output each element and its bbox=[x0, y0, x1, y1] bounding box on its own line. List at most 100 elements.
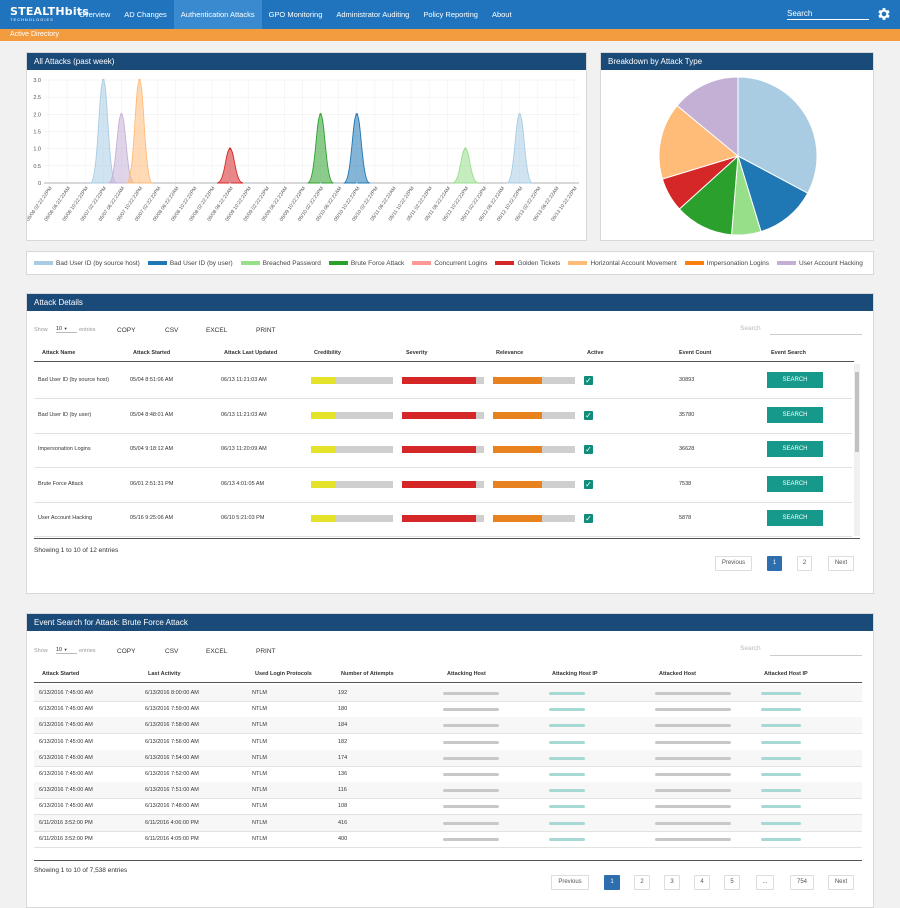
pagination-button[interactable]: Next bbox=[828, 875, 854, 890]
active-checkbox[interactable]: ✓ bbox=[584, 410, 593, 420]
redacted-value bbox=[549, 789, 585, 793]
pie-slice bbox=[678, 154, 739, 236]
scrollbar-thumb[interactable] bbox=[855, 372, 859, 452]
column-header[interactable]: Credibility bbox=[314, 350, 341, 356]
pagination-button[interactable]: 754 bbox=[790, 875, 814, 890]
baseline-point bbox=[283, 182, 286, 184]
nav-item-overview[interactable]: Overview bbox=[79, 10, 111, 19]
nav-item-about[interactable]: About bbox=[491, 10, 512, 19]
nav-item-gpo-monitoring[interactable]: GPO Monitoring bbox=[268, 10, 323, 19]
pagination-button[interactable]: Next bbox=[828, 556, 854, 571]
row-divider bbox=[34, 467, 852, 469]
table-cell: 06/13 11:21:03 AM bbox=[221, 411, 267, 418]
event-search-input[interactable] bbox=[770, 655, 862, 656]
chevron-down-icon: ▼ bbox=[63, 326, 68, 331]
attack-details-title: Attack Details bbox=[27, 294, 873, 311]
column-header[interactable]: Event Count bbox=[679, 350, 712, 356]
scrollbar-track[interactable] bbox=[854, 364, 860, 536]
column-header[interactable]: Active bbox=[587, 350, 604, 356]
legend-swatch bbox=[776, 261, 796, 265]
active-checkbox[interactable]: ✓ bbox=[584, 445, 593, 455]
column-header[interactable]: Attacked Host bbox=[659, 671, 696, 677]
event-search-button[interactable]: SEARCH bbox=[767, 372, 823, 388]
print-button[interactable]: PRINT bbox=[256, 327, 276, 334]
breadcrumb-bar: Active Directory bbox=[0, 29, 900, 41]
column-header[interactable]: Relevance bbox=[496, 350, 524, 356]
search-input[interactable]: Search bbox=[787, 8, 869, 20]
pagination-button[interactable]: 5 bbox=[724, 875, 740, 890]
nav-item-authentication-attacks[interactable]: Authentication Attacks bbox=[173, 0, 262, 29]
event-search-button[interactable]: SEARCH bbox=[767, 441, 823, 458]
pagination-button[interactable]: 2 bbox=[797, 556, 812, 571]
redacted-value bbox=[761, 773, 801, 776]
gear-icon[interactable] bbox=[876, 6, 892, 22]
legend-item[interactable]: Golden Tickets bbox=[495, 260, 560, 267]
column-header[interactable]: Attack Started bbox=[42, 671, 80, 677]
legend-item[interactable]: Horizontal Account Movement bbox=[568, 260, 677, 267]
column-header[interactable]: Attack Name bbox=[42, 350, 76, 356]
active-checkbox[interactable]: ✓ bbox=[584, 479, 593, 489]
baseline-point bbox=[392, 182, 394, 184]
csv-button[interactable]: CSV bbox=[165, 648, 179, 655]
y-tick-label: 1.5 bbox=[33, 130, 41, 136]
top-nav: STEALTHbits TECHNOLOGIES Overview AD Chan… bbox=[0, 0, 900, 29]
baseline-point bbox=[355, 182, 358, 184]
pagination-button[interactable]: 1 bbox=[767, 556, 782, 571]
column-header[interactable]: Number of Attempts bbox=[341, 671, 394, 677]
column-header[interactable]: Attacking Host IP bbox=[552, 671, 598, 677]
column-header[interactable]: Attacking Host bbox=[447, 671, 486, 677]
print-button[interactable]: PRINT bbox=[256, 648, 276, 655]
table-cell: 6/13/2016 7:45:00 AM bbox=[39, 722, 93, 729]
nav-item-administrator-auditing[interactable]: Administrator Auditing bbox=[336, 10, 410, 19]
event-search-button[interactable]: SEARCH bbox=[767, 510, 823, 527]
legend-item[interactable]: Impersonation Logins bbox=[684, 260, 769, 267]
table-cell: NTLM bbox=[252, 690, 267, 696]
event-search-button[interactable]: SEARCH bbox=[767, 406, 823, 423]
legend-item[interactable]: Brute Force Attack bbox=[328, 260, 404, 267]
column-header[interactable]: Severity bbox=[406, 350, 428, 356]
pagination-button[interactable]: Previous bbox=[715, 556, 752, 571]
active-checkbox[interactable]: ✓ bbox=[584, 514, 593, 524]
legend-item[interactable]: Concurrent Logins bbox=[412, 260, 487, 267]
nav-item-ad-changes[interactable]: AD Changes bbox=[124, 10, 167, 19]
redacted-value bbox=[443, 789, 499, 793]
table-cell: 6/13/2016 7:45:00 AM bbox=[39, 803, 93, 810]
entries-select[interactable]: 10 ▼ bbox=[56, 647, 77, 654]
entries-select[interactable]: 10 ▼ bbox=[56, 326, 77, 333]
row-divider bbox=[34, 398, 852, 399]
score-bar-fill bbox=[493, 515, 543, 523]
legend-swatch bbox=[240, 261, 260, 265]
active-checkbox[interactable]: ✓ bbox=[584, 376, 593, 385]
pagination-button[interactable]: 1 bbox=[604, 875, 620, 890]
redacted-value bbox=[443, 708, 499, 712]
pagination-button[interactable]: 2 bbox=[634, 875, 650, 890]
column-header[interactable]: Event Search bbox=[771, 350, 806, 356]
redacted-value bbox=[655, 740, 731, 744]
table-cell: NTLM bbox=[252, 803, 267, 810]
legend-item[interactable]: Bad User ID (by source host) bbox=[34, 260, 140, 267]
redacted-value bbox=[655, 805, 731, 809]
baseline-point bbox=[102, 182, 105, 184]
csv-button[interactable]: CSV bbox=[165, 327, 179, 334]
excel-button[interactable]: EXCEL bbox=[206, 648, 228, 655]
excel-button[interactable]: EXCEL bbox=[206, 327, 228, 334]
copy-button[interactable]: COPY bbox=[117, 327, 136, 334]
column-header[interactable]: Attacked Host IP bbox=[764, 671, 808, 677]
column-header[interactable]: Attack Last Updated bbox=[224, 350, 278, 356]
column-header[interactable]: Last Activity bbox=[148, 671, 181, 677]
nav-item-policy-reporting[interactable]: Policy Reporting bbox=[423, 10, 478, 19]
legend-item[interactable]: User Account Hacking bbox=[776, 260, 863, 267]
logo[interactable]: STEALTHbits TECHNOLOGIES bbox=[0, 6, 89, 23]
column-header[interactable]: Used Login Protocols bbox=[255, 671, 312, 677]
pagination-button[interactable]: 4 bbox=[694, 875, 710, 890]
legend-item[interactable]: Breached Password bbox=[240, 260, 321, 267]
redacted-value bbox=[655, 692, 731, 695]
pagination-button[interactable]: 3 bbox=[664, 875, 680, 890]
table-search-input[interactable] bbox=[770, 334, 862, 335]
legend-item[interactable]: Bad User ID (by user) bbox=[147, 260, 233, 267]
pagination-button[interactable]: Previous bbox=[551, 875, 589, 890]
event-search-button[interactable]: SEARCH bbox=[767, 475, 823, 492]
pagination-button[interactable]: ... bbox=[756, 875, 774, 890]
copy-button[interactable]: COPY bbox=[117, 648, 136, 655]
column-header[interactable]: Attack Started bbox=[133, 350, 171, 356]
